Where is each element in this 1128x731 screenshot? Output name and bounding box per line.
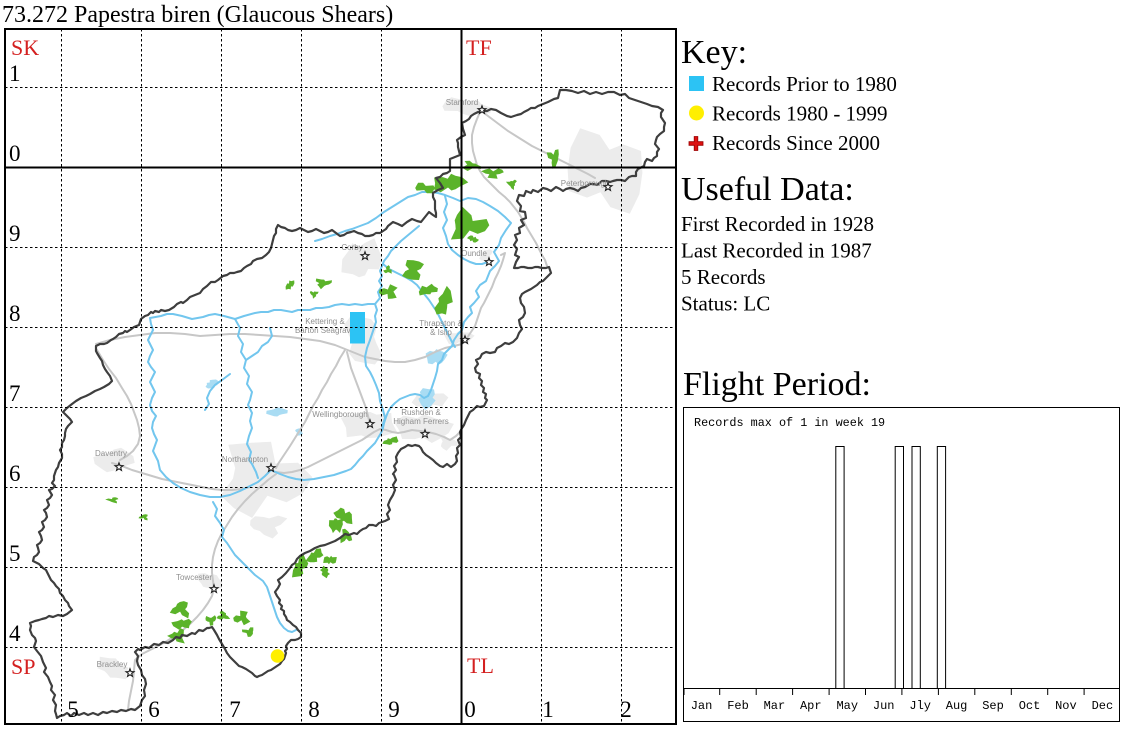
svg-text:Jun: Jun: [873, 699, 895, 713]
svg-text:0: 0: [9, 141, 21, 166]
svg-text:Useful Data:: Useful Data:: [681, 171, 854, 208]
svg-text:Status: LC: Status: LC: [681, 292, 770, 316]
svg-text:Key:: Key:: [681, 34, 747, 71]
svg-text:0: 0: [464, 697, 476, 722]
svg-text:Apr: Apr: [800, 699, 822, 713]
svg-text:Last Recorded in 1987: Last Recorded in 1987: [681, 239, 872, 263]
svg-text:8: 8: [308, 697, 320, 722]
svg-text:Mar: Mar: [764, 699, 786, 713]
svg-text:1: 1: [542, 697, 554, 722]
svg-text:Daventry: Daventry: [95, 449, 127, 458]
svg-text:Flight Period:: Flight Period:: [683, 366, 871, 403]
svg-text:SP: SP: [11, 654, 35, 679]
svg-text:Thrapston &: Thrapston &: [419, 319, 463, 328]
svg-text:Towcester: Towcester: [176, 573, 212, 582]
svg-text:9: 9: [388, 697, 400, 722]
svg-text:Nov: Nov: [1055, 699, 1077, 713]
svg-text:1: 1: [9, 61, 21, 86]
svg-text:First Recorded in 1928: First Recorded in 1928: [681, 212, 874, 236]
svg-text:73.272 Papestra biren (Glaucou: 73.272 Papestra biren (Glaucous Shears): [2, 2, 393, 28]
svg-text:Sep: Sep: [982, 699, 1004, 713]
svg-text:Records max of 1 in week 19: Records max of 1 in week 19: [694, 416, 885, 430]
svg-text:Records 1980 - 1999: Records 1980 - 1999: [712, 102, 888, 126]
svg-text:Feb: Feb: [727, 699, 749, 713]
svg-text:Higham Ferrers: Higham Ferrers: [393, 417, 449, 426]
svg-text:5: 5: [67, 697, 79, 722]
svg-text:5 Records: 5 Records: [681, 265, 766, 289]
svg-text:Aug: Aug: [946, 699, 968, 713]
svg-text:Kettering &: Kettering &: [305, 317, 345, 326]
svg-text:Wellingborough: Wellingborough: [312, 410, 367, 419]
svg-text:Northampton: Northampton: [222, 455, 268, 464]
svg-text:Brackley: Brackley: [97, 660, 128, 669]
svg-text:May: May: [836, 699, 858, 713]
svg-text:TF: TF: [466, 35, 492, 60]
svg-text:SK: SK: [11, 35, 39, 60]
svg-text:Rushden &: Rushden &: [401, 408, 441, 417]
svg-text:Oct: Oct: [1019, 699, 1041, 713]
svg-text:Records Since 2000: Records Since 2000: [712, 131, 880, 155]
svg-text:Jan: Jan: [691, 699, 713, 713]
svg-text:Peterborough: Peterborough: [561, 179, 609, 188]
svg-text:7: 7: [9, 381, 21, 406]
svg-text:5: 5: [9, 541, 21, 566]
svg-text:Records Prior to 1980: Records Prior to 1980: [712, 72, 897, 96]
svg-text:7: 7: [229, 697, 241, 722]
svg-text:4: 4: [9, 621, 21, 646]
svg-text:Dec: Dec: [1092, 699, 1114, 713]
svg-text:Oundle: Oundle: [461, 249, 487, 258]
svg-text:6: 6: [9, 461, 21, 486]
svg-text:Barton Seagrave: Barton Seagrave: [295, 326, 356, 335]
svg-text:8: 8: [9, 301, 21, 326]
svg-text:& Islip: & Islip: [430, 328, 452, 337]
svg-text:2: 2: [620, 697, 632, 722]
svg-text:TL: TL: [467, 653, 494, 678]
svg-text:6: 6: [148, 697, 160, 722]
svg-text:9: 9: [9, 221, 21, 246]
svg-text:Jly: Jly: [909, 699, 931, 713]
